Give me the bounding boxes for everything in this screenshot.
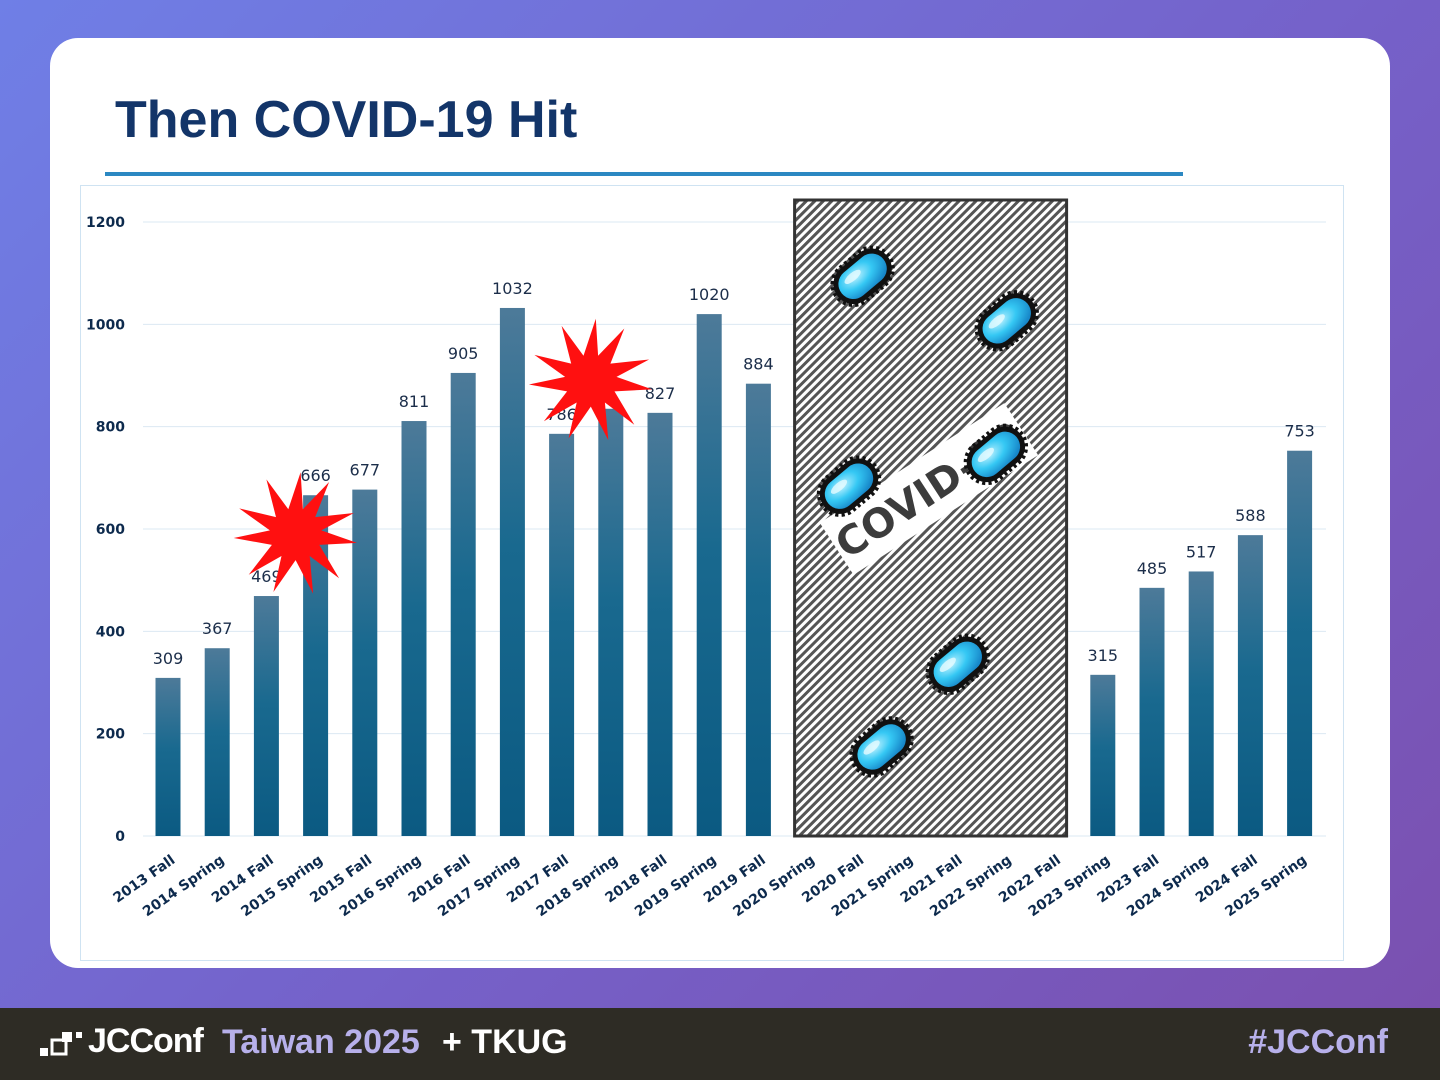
y-tick-label: 1200 [86,215,125,231]
data-label: 1020 [689,285,730,304]
data-label: 469 [251,567,282,586]
virus-highlight [988,314,1005,329]
bar [155,677,181,836]
data-label: 827 [645,384,676,403]
hashtag: #JCConf [1248,1023,1388,1061]
virus-body [857,724,906,770]
data-label: 905 [448,344,479,363]
slide-card: Then COVID-19 Hit 0 200 400 60 [50,38,1390,968]
data-label: 517 [1186,542,1217,561]
bar [253,596,279,836]
bar [549,433,575,836]
virus-highlight [844,269,861,284]
footer-bar: JCConf Taiwan 2025 + TKUG #JCConf [0,1008,1440,1080]
data-label: 315 [1088,646,1119,665]
bar [647,412,673,836]
bar [1237,535,1263,836]
y-tick-label: 200 [96,727,125,743]
virus-icon [963,423,1029,486]
virus-body [933,641,982,687]
bar [1287,450,1313,836]
virus-highlight [863,740,880,755]
data-label: 1032 [492,279,533,298]
data-label: 677 [350,461,381,480]
virus-icon [974,290,1039,352]
bar [499,307,525,837]
bar [745,383,771,836]
virus-body [824,463,874,509]
data-label: 666 [300,466,331,485]
starburst-icon [528,318,653,441]
slide-title: Then COVID-19 Hit [115,91,578,149]
virus-body [971,431,1021,478]
chart-frame: 0 200 400 600 800 1000 1200 309 2013 Fall 367 201… [80,185,1344,961]
virus-body [838,253,887,300]
data-label: 485 [1137,559,1168,578]
data-label: 884 [743,355,774,374]
y-tick-label: 400 [96,624,125,640]
bar [1139,587,1165,836]
title-underline [105,172,1183,176]
virus-icon [830,245,895,308]
virus-body [982,298,1031,344]
virus-icon [925,633,990,695]
bar [1188,571,1214,836]
virus-highlight [939,657,956,672]
brand-name: JCConf [88,1022,204,1060]
data-label: 753 [1284,422,1315,441]
data-label: 309 [153,649,184,668]
bar [696,314,722,837]
event-name: Taiwan 2025 [222,1023,420,1061]
bar [204,648,230,836]
bar [598,408,624,836]
data-label: 367 [202,619,233,638]
partner-name: + TKUG [442,1023,568,1061]
data-label: 811 [399,392,430,411]
bar [450,372,476,836]
y-tick-label: 600 [96,522,125,538]
bar [1090,674,1116,836]
jcconf-logo-icon [40,1032,82,1056]
bar [352,489,378,836]
y-tick-label: 0 [115,829,125,845]
bar [401,421,427,836]
virus-highlight [830,479,848,494]
virus-icon [849,716,914,778]
y-tick-label: 1000 [86,317,125,333]
y-tick-label: 800 [96,420,125,436]
starburst-icon [233,472,357,594]
virus-icon [816,455,882,517]
virus-highlight [977,447,994,463]
data-label: 588 [1235,506,1266,525]
